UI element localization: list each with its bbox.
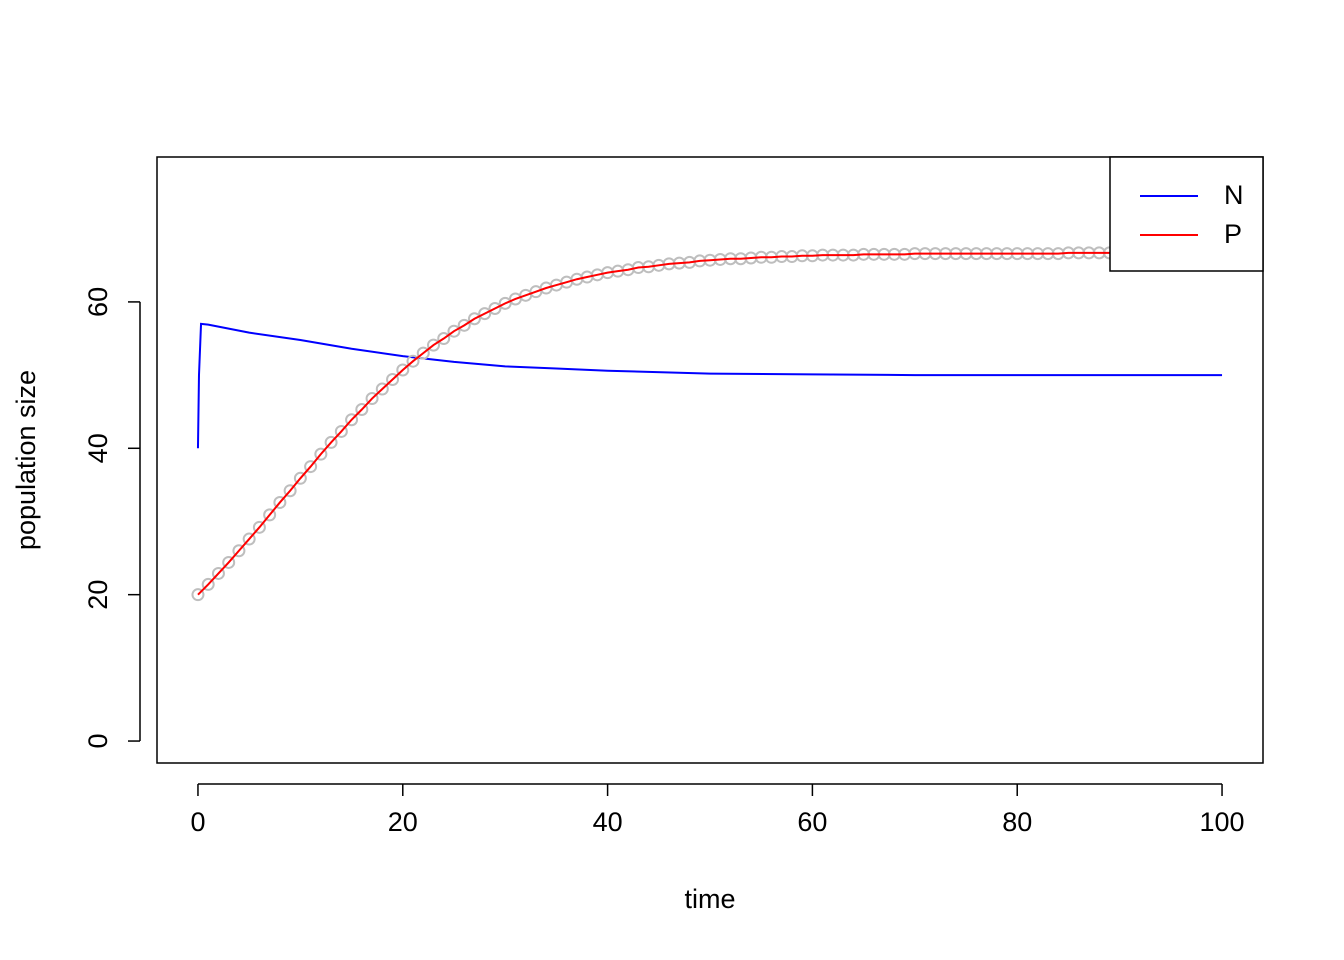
- point-marker: [191, 588, 205, 602]
- x-tick-label: 60: [797, 807, 827, 837]
- x-tick-label: 80: [1002, 807, 1032, 837]
- point-marker: [283, 484, 297, 498]
- point-marker: [355, 403, 369, 416]
- point-marker: [467, 312, 481, 326]
- point-marker: [293, 471, 307, 485]
- x-tick-label: 100: [1200, 807, 1245, 837]
- y-tick-label: 60: [83, 287, 113, 317]
- y-axis-label: population size: [11, 370, 41, 550]
- legend-label: P: [1224, 219, 1242, 249]
- point-marker: [324, 435, 338, 449]
- point-marker: [263, 508, 277, 522]
- legend-label: N: [1224, 180, 1244, 210]
- point-marker: [211, 566, 225, 580]
- point-marker: [478, 307, 492, 321]
- point-marker: [457, 318, 471, 332]
- x-axis-label: time: [684, 884, 735, 914]
- legend-box: [1109, 156, 1264, 272]
- series-line: [197, 251, 1223, 596]
- point-marker: [488, 302, 502, 315]
- point-marker: [334, 424, 348, 438]
- point-marker: [232, 544, 246, 558]
- point-marker: [396, 363, 410, 377]
- point-marker: [437, 332, 451, 346]
- y-tick-label: 0: [83, 734, 113, 749]
- point-marker: [447, 324, 461, 338]
- plot-frame: [156, 156, 1264, 764]
- point-marker: [222, 555, 236, 569]
- y-tick-label: 20: [83, 580, 113, 610]
- point-marker: [201, 577, 215, 591]
- point-marker: [314, 447, 328, 461]
- point-marker: [252, 520, 266, 534]
- point-marker: [304, 460, 318, 474]
- y-tick-label: 40: [83, 433, 113, 463]
- point-marker: [427, 338, 440, 352]
- point-marker: [375, 382, 389, 396]
- series-line: [196, 322, 1223, 449]
- x-tick-label: 0: [190, 807, 205, 837]
- point-marker: [406, 354, 420, 368]
- point-marker: [273, 495, 287, 509]
- x-tick-label: 20: [388, 807, 418, 837]
- x-tick-label: 40: [593, 807, 623, 837]
- point-marker: [386, 372, 400, 386]
- point-marker: [365, 392, 379, 406]
- point-marker: [345, 413, 359, 427]
- point-marker: [416, 346, 430, 360]
- point-marker: [242, 532, 256, 546]
